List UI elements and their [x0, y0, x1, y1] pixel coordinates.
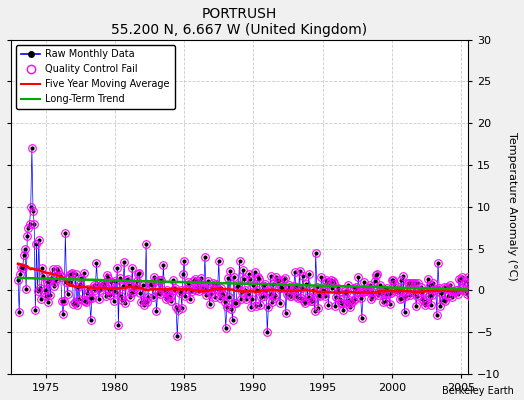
Y-axis label: Temperature Anomaly (°C): Temperature Anomaly (°C)	[507, 132, 517, 281]
Text: Berkeley Earth: Berkeley Earth	[442, 386, 514, 396]
Legend: Raw Monthly Data, Quality Control Fail, Five Year Moving Average, Long-Term Tren: Raw Monthly Data, Quality Control Fail, …	[16, 44, 174, 109]
Title: PORTRUSH
55.200 N, 6.667 W (United Kingdom): PORTRUSH 55.200 N, 6.667 W (United Kingd…	[112, 7, 368, 37]
